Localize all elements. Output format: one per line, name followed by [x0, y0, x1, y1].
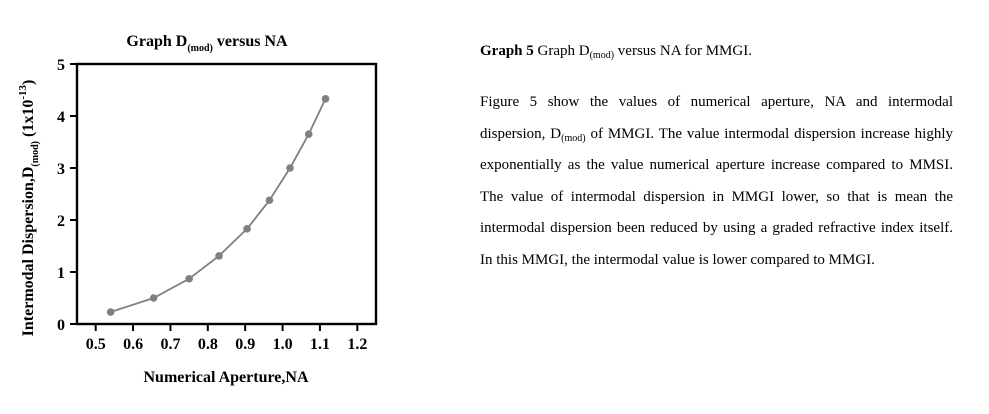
data-point — [286, 164, 294, 172]
chart: Graph D(mod) versus NA 0.5 0.6 0.7 0.8 0.9 1.… — [17, 33, 378, 386]
data-point — [321, 95, 330, 103]
series-line — [110, 98, 327, 313]
y-tick-label: 2 — [57, 213, 65, 230]
body-paragraph: Figure 5 show the values of numerical ap… — [480, 87, 953, 276]
y-axis: 0 1 2 3 4 5 — [57, 57, 77, 334]
x-tick-label: 0.5 — [86, 336, 106, 353]
x-tick-label: 1.2 — [347, 336, 367, 353]
x-tick-label: 0.8 — [198, 336, 218, 353]
data-point — [215, 252, 223, 260]
x-tick-label: 0.9 — [235, 336, 255, 353]
data-point — [185, 274, 193, 283]
y-tick-label: 4 — [57, 109, 65, 126]
caption-text: Graph D — [537, 43, 590, 59]
x-tick-label: 1.1 — [310, 336, 330, 353]
text-column: Graph 5 Graph D(mod) versus NA for MMGI.… — [480, 40, 953, 276]
data-point — [265, 196, 274, 205]
data-point — [149, 294, 158, 302]
data-point — [304, 130, 313, 138]
data-point — [243, 225, 251, 233]
data-point — [106, 308, 115, 316]
y-tick-label: 5 — [57, 57, 65, 74]
paragraph-subscript: (mod) — [561, 132, 586, 144]
paragraph-part-2: of MMGI. The value intermodal dispersion… — [480, 125, 953, 268]
caption-label: Graph 5 — [480, 43, 534, 59]
y-tick-label: 0 — [57, 317, 65, 334]
x-tick-label: 0.6 — [123, 336, 143, 353]
paragraph-part-1: Figure 5 show the values of numerical ap… — [480, 94, 953, 142]
caption-subscript: (mod) — [589, 50, 615, 61]
plot-frame — [75, 62, 378, 326]
figure-caption: Graph 5 Graph D(mod) versus NA for MMGI. — [480, 40, 953, 62]
chart-title: Graph D(mod) versus NA — [126, 33, 288, 54]
x-tick-label: 0.7 — [160, 336, 180, 353]
y-tick-label: 3 — [57, 161, 65, 178]
caption-text-rest: versus NA for MMGI. — [614, 43, 752, 59]
x-axis-label: Numerical Aperture,NA — [144, 369, 309, 386]
data-series — [106, 95, 330, 316]
y-axis-label: Intermodal Dispersion,D(mod) (1x10-13) — [17, 80, 41, 337]
x-axis: 0.5 0.6 0.7 0.8 0.9 1.0 1.1 1.2 — [86, 324, 367, 353]
y-tick-label: 1 — [57, 265, 65, 282]
x-tick-label: 1.0 — [273, 336, 293, 353]
